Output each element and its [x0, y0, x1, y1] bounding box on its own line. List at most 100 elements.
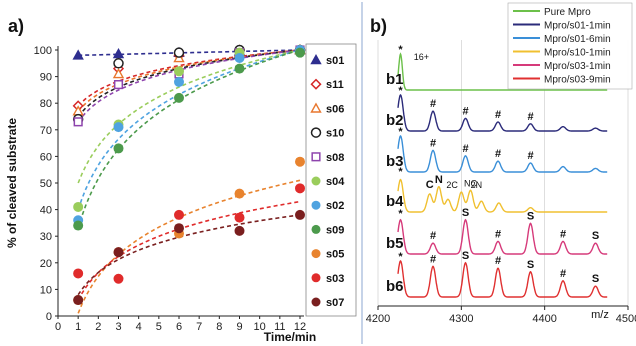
point-s02	[174, 76, 184, 87]
panel-a-x-tick-label: 4	[136, 321, 142, 333]
point-s01	[72, 49, 84, 60]
row-label-b4: b4	[386, 193, 404, 210]
point-s04	[73, 201, 84, 212]
legend-label-b1: Pure Mpro	[544, 7, 591, 18]
panel-a-x-tick-label: 5	[156, 321, 162, 333]
panel-a-x-ticks: 0 1 2 3 4 5 6 7 8 9 10 11 12	[55, 316, 306, 333]
peak-annotation: S	[527, 210, 534, 222]
legend-marker-s02	[311, 200, 321, 210]
point-s07	[295, 209, 305, 220]
point-s06	[112, 67, 125, 79]
panel-a-y-tick-label: 50	[40, 178, 52, 190]
peak-annotation: #	[462, 143, 468, 155]
peak-annotation: S	[592, 273, 599, 285]
panel-b-x-tick-label: 4500	[616, 313, 636, 325]
peak-annotation: C	[426, 179, 434, 191]
legend-label-b6: Mpro/s03-9min	[544, 75, 611, 86]
panel-b-x-ticks: 4200 4300 4400 4500	[366, 306, 636, 325]
point-s08	[73, 117, 83, 127]
point-s01	[112, 48, 125, 59]
peak-annotation: S	[592, 230, 599, 242]
legend-label-s01: s01	[326, 55, 344, 67]
point-s02	[234, 52, 245, 63]
point-s03	[73, 268, 84, 279]
legend-label-s03: s03	[326, 273, 344, 285]
row-label-b3: b3	[386, 153, 404, 170]
panel-b-label: b)	[370, 16, 387, 36]
panel-b-legend-box	[507, 2, 633, 90]
panel-a-y-tick-label: 80	[40, 98, 52, 110]
peak-annotation: #	[560, 268, 566, 280]
panel-b-x-tick-label: 4200	[366, 313, 390, 325]
panel-a-x-axis-label: Time/min	[264, 330, 316, 344]
point-s10	[173, 47, 185, 58]
panel-b-x-tick-label: 4400	[532, 313, 556, 325]
point-s09	[174, 92, 184, 103]
spectrum-b4	[397, 178, 608, 213]
panel-a-x-tick-label: 2	[95, 321, 101, 333]
peak-annotation: #	[495, 255, 501, 267]
panel-a-label: a)	[8, 16, 24, 36]
peak-annotation: #	[560, 228, 566, 240]
row-label-b5: b5	[386, 235, 404, 252]
panel-a-y-tick-label: 0	[46, 311, 52, 323]
fit-curve-s04	[77, 49, 301, 184]
panel-a-x-tick-label: 1	[75, 321, 81, 333]
point-s07	[174, 223, 184, 234]
point-s03	[234, 212, 245, 223]
panel-b-x-axis-label: m/z	[591, 309, 609, 321]
legend-label-s08: s08	[326, 152, 344, 164]
legend-marker-s01	[310, 54, 322, 65]
panel-a-x-tick-label: 9	[236, 321, 242, 333]
point-s07	[234, 225, 245, 236]
peak-annotation: *	[398, 166, 403, 178]
peak-annotation: *	[398, 208, 403, 220]
fit-curve-s02	[77, 49, 301, 210]
point-s05	[234, 188, 245, 199]
panel-a-y-tick-label: 90	[40, 72, 52, 84]
panel-a-y-tick-label: 40	[40, 205, 52, 217]
fit-curve-s09	[77, 49, 301, 229]
peak-annotation: S	[462, 207, 469, 219]
legend-marker-s03	[311, 273, 321, 283]
peak-annotation: *	[398, 126, 403, 138]
row-label-b1: b1	[386, 71, 404, 88]
peak-annotation: S	[462, 250, 469, 262]
point-s07	[73, 295, 84, 306]
point-s05	[295, 156, 305, 167]
peak-annotation: *	[398, 44, 403, 56]
point-s09	[113, 143, 124, 154]
spectrum-b5	[397, 218, 608, 255]
legend-marker-s06	[310, 102, 322, 113]
fit-curve-s05	[77, 179, 301, 314]
peak-annotation: #	[430, 230, 436, 242]
panel-a-x-tick-label: 0	[55, 321, 61, 333]
legend-label-b4: Mpro/s10-1min	[544, 48, 611, 59]
panel-a-y-tick-label: 60	[40, 151, 52, 163]
panel-a-x-tick-label: 10	[254, 321, 266, 333]
panel-a-y-axis-label: % of cleaved substrate	[5, 118, 19, 248]
point-s08	[113, 80, 124, 90]
point-s04	[174, 66, 184, 77]
fit-curve-s03	[77, 200, 301, 301]
panel-a-y-tick-label: 30	[40, 231, 52, 243]
legend-label-s04: s04	[326, 176, 345, 188]
peak-annotation: 16+	[414, 52, 429, 62]
row-label-b6: b6	[386, 278, 404, 295]
panel-b-legend: Pure Mpro Mpro/s01-1min Mpro/s01-6min Mpro/…	[513, 7, 611, 86]
panel-a-legend: s01 s11 s06 s10 s08 s04 s02 s09 s05 s03 s07	[310, 54, 345, 309]
peak-annotation: NC	[464, 178, 477, 188]
panel-a-y-tick-label: 20	[40, 258, 52, 270]
legend-label-b5: Mpro/s03-1min	[544, 61, 611, 72]
point-s09	[73, 220, 84, 231]
peak-annotation: #	[430, 98, 436, 110]
peak-annotation: #	[430, 253, 436, 265]
fit-curve-s07	[77, 214, 301, 296]
peak-annotation: #	[495, 109, 501, 121]
panel-a-y-tick-label: 10	[40, 284, 52, 296]
point-s09	[234, 63, 245, 74]
